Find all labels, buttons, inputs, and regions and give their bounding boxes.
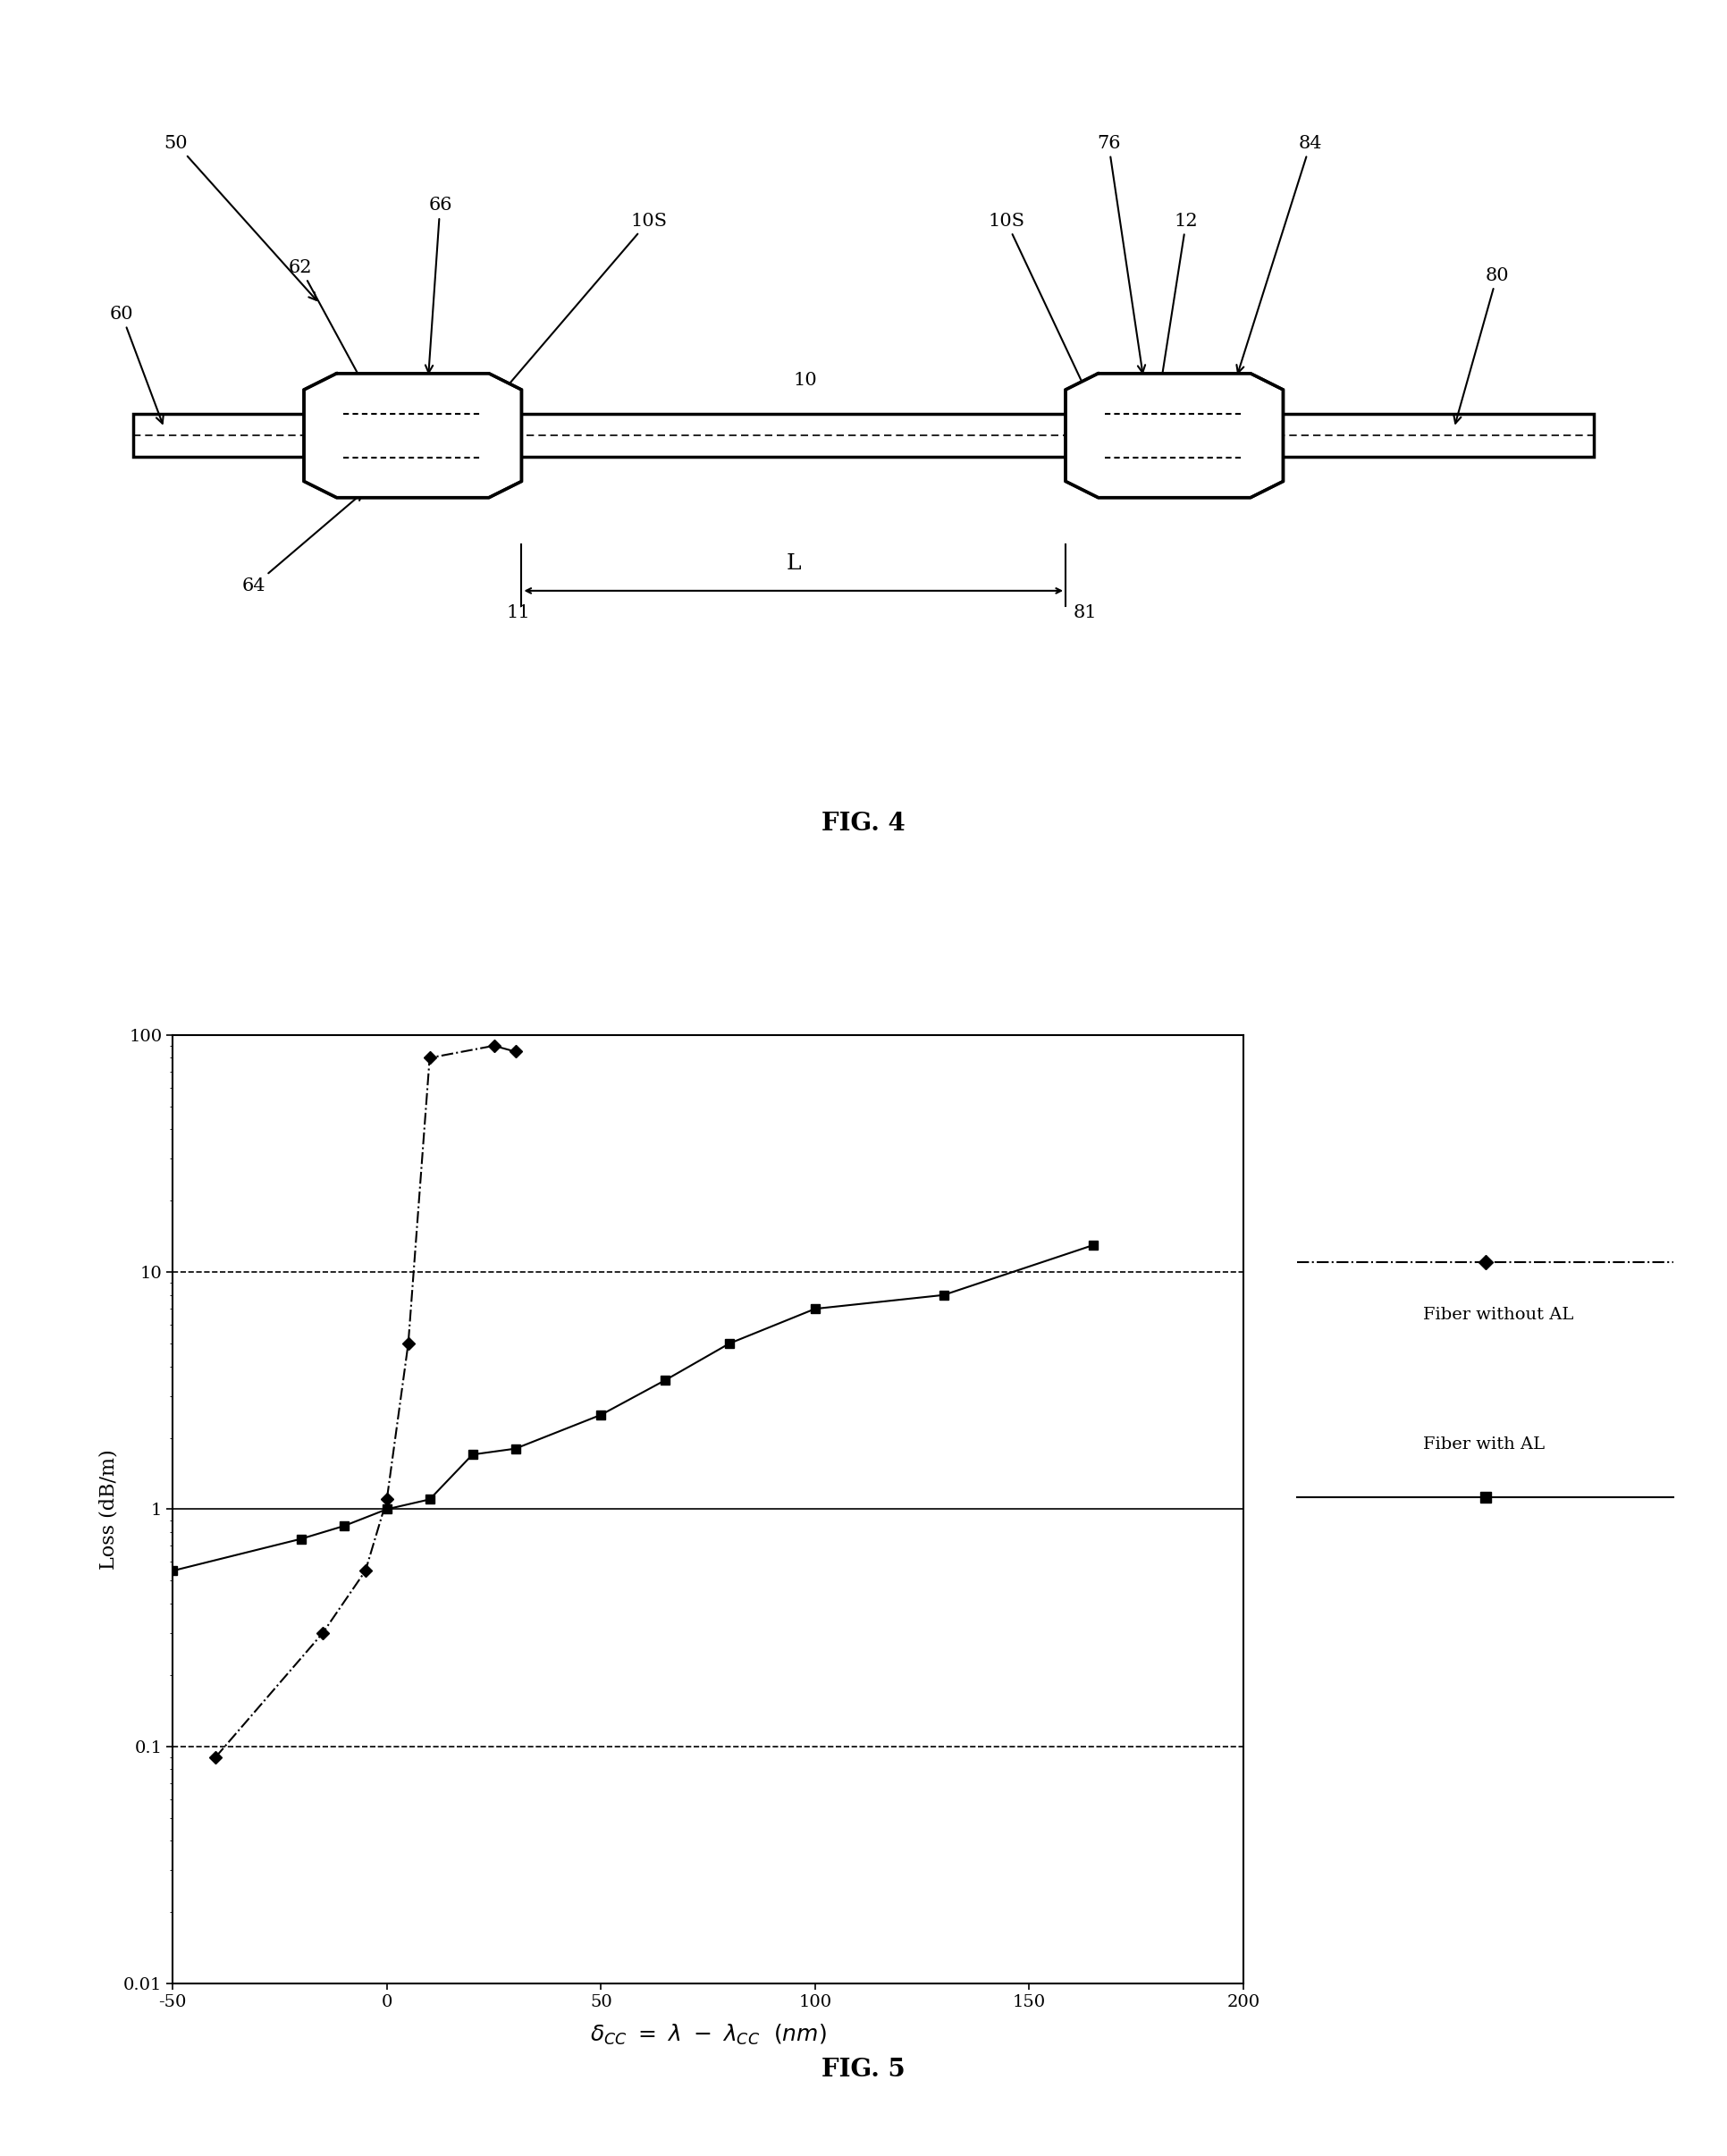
- Text: 80: 80: [1454, 267, 1509, 423]
- Text: 84: 84: [1237, 136, 1323, 373]
- Text: 50: 50: [164, 136, 316, 300]
- Polygon shape: [304, 373, 522, 498]
- Text: FIG. 4: FIG. 4: [822, 811, 905, 837]
- Text: L: L: [786, 554, 801, 573]
- Text: 66: 66: [425, 196, 452, 373]
- Text: 10S: 10S: [501, 213, 667, 392]
- Text: 76: 76: [1097, 136, 1145, 373]
- Text: 10S: 10S: [988, 213, 1086, 392]
- Text: 64: 64: [242, 494, 363, 595]
- Text: FIG. 5: FIG. 5: [822, 2057, 905, 2083]
- Text: 81: 81: [1074, 604, 1097, 621]
- Text: Fiber with AL: Fiber with AL: [1423, 1436, 1544, 1453]
- Text: 10: 10: [794, 371, 817, 388]
- Text: 62: 62: [288, 259, 364, 386]
- Text: Fiber without AL: Fiber without AL: [1423, 1307, 1573, 1324]
- Y-axis label: Loss (dB/m): Loss (dB/m): [98, 1449, 119, 1570]
- Text: 11: 11: [506, 604, 530, 621]
- X-axis label: $\delta_{CC}\ =\ \lambda\ -\ \lambda_{CC}\ \ (nm)$: $\delta_{CC}\ =\ \lambda\ -\ \lambda_{CC…: [589, 2022, 827, 2046]
- Text: 12: 12: [1157, 213, 1199, 392]
- Text: 60: 60: [111, 306, 164, 423]
- Bar: [133, 414, 1594, 457]
- Polygon shape: [1066, 373, 1283, 498]
